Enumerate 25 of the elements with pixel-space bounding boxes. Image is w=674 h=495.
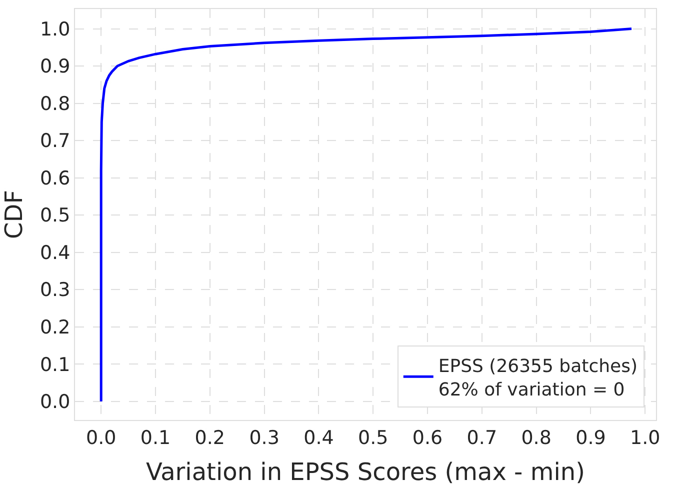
y-tick-label: 0.2: [40, 316, 70, 338]
x-tick-label: 0.6: [412, 426, 443, 449]
x-tick-label: 0.8: [521, 426, 552, 449]
x-tick-label: 0.4: [304, 426, 334, 449]
x-axis-title: Variation in EPSS Scores (max - min): [146, 458, 585, 486]
y-tick-label: 0.1: [40, 354, 70, 376]
x-tick-label: 0.9: [576, 426, 606, 449]
y-tick-label: 1.0: [40, 18, 70, 40]
y-tick-label: 0.5: [40, 204, 70, 227]
y-tick-label: 0.3: [40, 279, 70, 302]
x-tick-label: 0.7: [466, 426, 498, 449]
y-tick-label: 0.9: [40, 56, 70, 78]
x-tick-label: 0.1: [140, 426, 171, 449]
x-tick-label: 0.0: [86, 426, 116, 449]
y-tick-label: 0.7: [40, 130, 70, 152]
legend-label: EPSS (26355 batches) 62% of variation = 0: [438, 356, 638, 400]
y-tick-label: 0.8: [40, 92, 70, 115]
y-tick-label: 0.6: [40, 167, 70, 190]
x-tick-label: 0.5: [358, 426, 388, 449]
y-axis-title: CDF: [0, 190, 28, 240]
y-tick-label: 0.0: [40, 391, 70, 414]
y-tick-label: 0.4: [40, 242, 70, 264]
x-tick-label: 1.0: [630, 426, 660, 449]
x-tick-label: 0.2: [194, 426, 226, 449]
x-tick-label: 0.3: [249, 426, 280, 449]
